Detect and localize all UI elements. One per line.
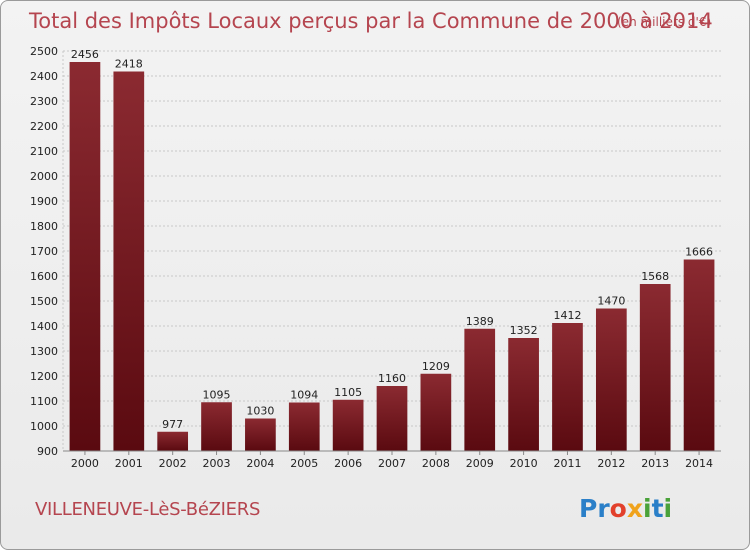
x-tick-label: 2008 xyxy=(422,457,450,470)
data-label: 1666 xyxy=(685,246,713,259)
x-tick-label: 2005 xyxy=(290,457,318,470)
y-tick-label: 2100 xyxy=(30,145,58,158)
y-tick-label: 1800 xyxy=(30,220,58,233)
data-label: 1412 xyxy=(553,309,581,322)
x-tick-label: 2014 xyxy=(685,457,713,470)
logo-letter: o xyxy=(610,494,627,523)
bar xyxy=(376,386,408,451)
commune-name: VILLENEUVE-LèS-BéZIERS xyxy=(35,499,260,520)
x-tick-label: 2001 xyxy=(115,457,143,470)
x-tick-label: 2000 xyxy=(71,457,99,470)
x-tick-label: 2006 xyxy=(334,457,362,470)
y-tick-label: 1200 xyxy=(30,370,58,383)
data-label: 1030 xyxy=(246,405,274,418)
y-tick-label: 1100 xyxy=(30,395,58,408)
bar xyxy=(245,418,276,451)
bar xyxy=(420,373,452,451)
y-tick-label: 1000 xyxy=(30,420,58,433)
y-tick-label: 2300 xyxy=(30,95,58,108)
proxiti-logo: Proxiti xyxy=(579,494,672,523)
bar xyxy=(201,402,232,451)
bar xyxy=(69,62,101,451)
y-tick-label: 2400 xyxy=(30,70,58,83)
y-tick-label: 2200 xyxy=(30,120,58,133)
data-label: 1568 xyxy=(641,270,669,283)
data-label: 1105 xyxy=(334,386,362,399)
y-tick-label: 1400 xyxy=(30,320,58,333)
logo-letter: i xyxy=(664,494,673,523)
x-tick-label: 2012 xyxy=(597,457,625,470)
data-label: 1160 xyxy=(378,372,406,385)
y-tick-label: 1700 xyxy=(30,245,58,258)
y-tick-label: 2500 xyxy=(30,45,58,58)
x-tick-label: 2011 xyxy=(553,457,581,470)
y-tick-label: 1500 xyxy=(30,295,58,308)
x-tick-label: 2003 xyxy=(203,457,231,470)
logo-letter: i xyxy=(643,494,652,523)
bar xyxy=(464,328,496,451)
logo-letter: t xyxy=(652,494,664,523)
bar xyxy=(157,431,189,451)
data-label: 1094 xyxy=(290,389,318,402)
chart-unit: (en milliers d'€) xyxy=(617,15,711,29)
bar xyxy=(639,284,671,451)
x-tick-label: 2004 xyxy=(246,457,274,470)
x-tick-label: 2002 xyxy=(159,457,187,470)
bar xyxy=(595,308,627,451)
bar xyxy=(683,259,715,451)
chart-title: Total des Impôts Locaux perçus par la Co… xyxy=(28,9,713,33)
logo-letter: r xyxy=(597,494,610,523)
bar xyxy=(508,338,539,451)
bar xyxy=(113,71,145,451)
logo-letter: P xyxy=(579,494,597,523)
data-label: 1470 xyxy=(597,295,625,308)
x-tick-label: 2010 xyxy=(510,457,538,470)
logo-letter: x xyxy=(627,494,643,523)
y-tick-label: 1600 xyxy=(30,270,58,283)
bar xyxy=(332,399,364,451)
y-tick-label: 2000 xyxy=(30,170,58,183)
x-tick-label: 2007 xyxy=(378,457,406,470)
data-label: 1389 xyxy=(466,315,494,328)
y-tick-label: 1900 xyxy=(30,195,58,208)
x-tick-label: 2009 xyxy=(466,457,494,470)
data-label: 1095 xyxy=(203,388,231,401)
data-label: 1352 xyxy=(510,324,538,337)
y-tick-label: 900 xyxy=(37,445,58,458)
bar xyxy=(552,323,583,451)
data-label: 2418 xyxy=(115,58,143,71)
bar xyxy=(288,402,320,451)
data-label: 1209 xyxy=(422,360,450,373)
data-label: 2456 xyxy=(71,48,99,61)
y-tick-label: 1300 xyxy=(30,345,58,358)
x-tick-label: 2013 xyxy=(641,457,669,470)
data-label: 977 xyxy=(162,418,183,431)
